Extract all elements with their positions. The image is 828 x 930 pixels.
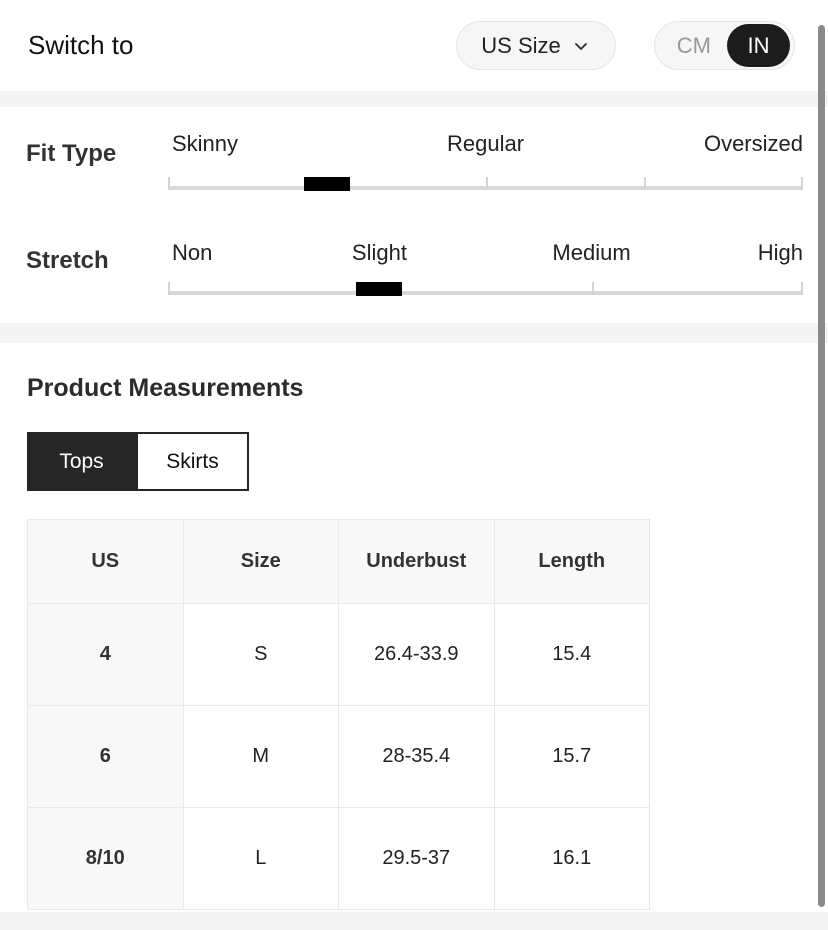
stretch-option-non: Non: [172, 240, 213, 265]
cell-size: S: [182, 603, 339, 706]
cell-underbust: 26.4-33.9: [338, 603, 495, 706]
fit-type-label: Fit Type: [26, 140, 117, 167]
unit-toggle[interactable]: CM IN: [653, 21, 795, 70]
section-divider: [0, 323, 828, 343]
scrollbar[interactable]: [818, 25, 825, 907]
stretch-slider-track[interactable]: [168, 282, 803, 296]
slider-tick: [801, 177, 803, 190]
fit-option-oversized: Oversized: [703, 131, 803, 156]
table-row: 8/10 L 29.5-37 16.1: [27, 807, 650, 910]
table-header-row: US Size Underbust Length: [27, 519, 650, 604]
chevron-down-icon: [571, 36, 591, 56]
section-divider: [0, 912, 828, 930]
cell-underbust: 29.5-37: [338, 807, 495, 910]
fit-type-options: Skinny Regular Oversized: [168, 131, 803, 157]
header: Switch to US Size CM IN: [0, 0, 828, 91]
slider-tick: [168, 282, 170, 295]
fit-type-slider: Skinny Regular Oversized: [168, 131, 803, 191]
table-row: 4 S 26.4-33.9 15.4: [27, 603, 650, 706]
product-measurements-title: Product Measurements: [27, 374, 304, 402]
cell-us: 8/10: [27, 807, 184, 910]
tab-tops[interactable]: Tops: [27, 432, 136, 491]
cell-underbust: 28-35.4: [338, 705, 495, 808]
column-header-underbust: Underbust: [338, 519, 495, 604]
stretch-option-medium: Medium: [552, 240, 631, 265]
fit-option-regular: Regular: [446, 131, 525, 156]
measurements-table: US Size Underbust Length 4 S 26.4-33.9 1…: [27, 519, 650, 910]
section-divider: [0, 91, 828, 107]
table-row: 6 M 28-35.4 15.7: [27, 705, 650, 808]
slider-tick: [168, 177, 170, 190]
category-tabs: Tops Skirts: [27, 432, 828, 491]
unit-option-in[interactable]: IN: [727, 24, 790, 67]
size-standard-dropdown[interactable]: US Size: [456, 21, 616, 70]
stretch-slider-handle[interactable]: [356, 282, 403, 296]
fit-attributes-section: Fit Type Skinny Regular Oversized Stretc…: [0, 107, 828, 323]
column-header-size: Size: [182, 519, 339, 604]
cell-size: L: [182, 807, 339, 910]
unit-option-cm[interactable]: CM: [676, 32, 711, 58]
column-header-length: Length: [493, 519, 650, 604]
cell-length: 15.4: [493, 603, 650, 706]
cell-length: 16.1: [493, 807, 650, 910]
cell-size: M: [182, 705, 339, 808]
stretch-label: Stretch: [26, 247, 109, 274]
product-measurements-section: Product Measurements Tops Skirts US Size…: [0, 343, 828, 910]
stretch-option-slight: Slight: [351, 240, 407, 265]
cell-length: 15.7: [493, 705, 650, 808]
column-header-us: US: [27, 519, 184, 604]
slider-tick: [485, 177, 488, 190]
stretch-options: Non Slight Medium High: [168, 240, 803, 266]
switch-to-title: Switch to: [28, 30, 134, 60]
stretch-option-high: High: [757, 240, 803, 265]
stretch-slider: Non Slight Medium High: [168, 240, 803, 296]
slider-tick: [591, 282, 594, 295]
cell-us: 6: [27, 705, 184, 808]
fit-type-slider-handle[interactable]: [303, 177, 350, 191]
fit-option-skinny: Skinny: [172, 131, 239, 156]
cell-us: 4: [27, 603, 184, 706]
tab-skirts[interactable]: Skirts: [136, 432, 249, 491]
slider-tick: [644, 177, 647, 190]
size-standard-label: US Size: [481, 32, 561, 58]
slider-tick: [801, 282, 803, 295]
fit-type-slider-track[interactable]: [168, 177, 803, 191]
